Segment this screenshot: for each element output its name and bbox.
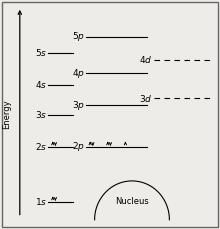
- Text: $1\mathit{s}$: $1\mathit{s}$: [35, 196, 47, 207]
- Text: $4\mathit{s}$: $4\mathit{s}$: [35, 79, 47, 90]
- Text: $3\mathit{p}$: $3\mathit{p}$: [72, 99, 85, 112]
- Text: $4\mathit{d}$: $4\mathit{d}$: [139, 54, 153, 65]
- Text: $4\mathit{p}$: $4\mathit{p}$: [72, 67, 85, 80]
- Text: $3\mathit{s}$: $3\mathit{s}$: [35, 109, 47, 120]
- Text: Energy: Energy: [2, 100, 11, 129]
- Text: $5\mathit{p}$: $5\mathit{p}$: [72, 30, 85, 43]
- Text: $5\mathit{s}$: $5\mathit{s}$: [35, 47, 47, 58]
- Text: $2\mathit{p}$: $2\mathit{p}$: [72, 140, 85, 153]
- Text: Nucleus: Nucleus: [115, 197, 149, 206]
- Text: $3\mathit{d}$: $3\mathit{d}$: [139, 93, 153, 104]
- Text: $2\mathit{s}$: $2\mathit{s}$: [35, 141, 47, 152]
